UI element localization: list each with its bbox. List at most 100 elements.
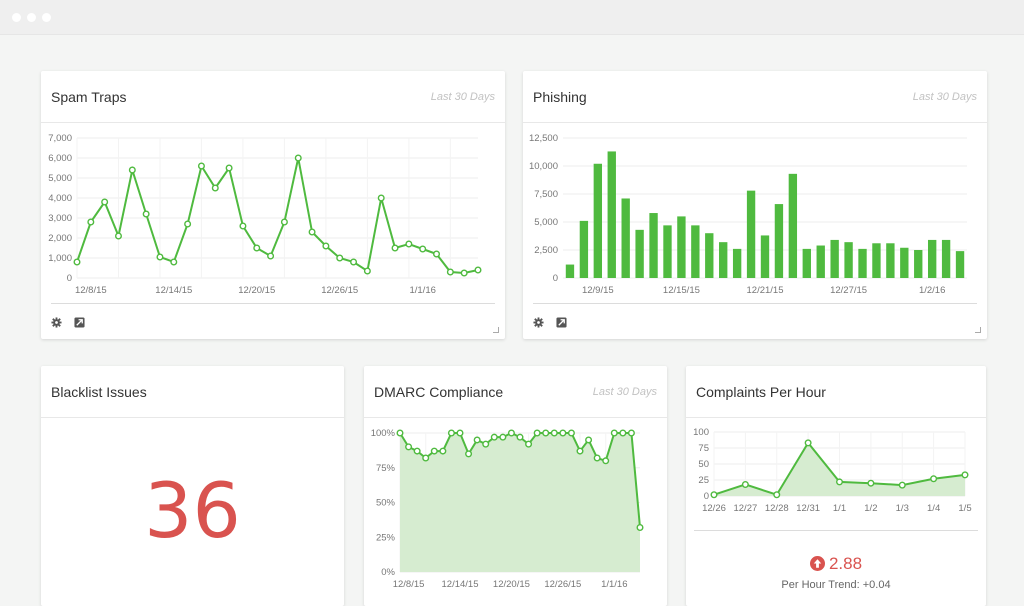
bar [858, 248, 867, 278]
data-point [473, 436, 481, 444]
bar [914, 250, 923, 278]
data-point [474, 266, 482, 274]
y-tick-label: 5,000 [534, 217, 558, 228]
data-point [516, 433, 524, 441]
gear-icon[interactable] [533, 317, 544, 328]
data-point [363, 267, 371, 275]
x-tick-label: 12/21/15 [747, 285, 784, 296]
data-point [602, 457, 610, 465]
data-point [773, 491, 781, 499]
data-point [710, 491, 718, 499]
y-tick-label: 0 [67, 273, 72, 284]
x-tick-label: 12/26 [702, 503, 726, 514]
data-point [619, 429, 627, 437]
close-window-button[interactable] [12, 13, 21, 22]
data-point [961, 471, 969, 479]
arrow-up-circle-icon [809, 556, 825, 571]
data-point [930, 475, 938, 483]
data-point [405, 443, 413, 451]
footer-divider [51, 303, 495, 304]
x-tick-label: 1/2/16 [919, 285, 945, 296]
panel-divider [686, 417, 986, 418]
bar [816, 245, 825, 278]
y-tick-label: 100 [693, 427, 709, 438]
date-range-label: Last 30 Days [592, 386, 657, 398]
data-point [419, 245, 427, 253]
data-point [377, 194, 385, 202]
data-point [87, 218, 95, 226]
bar [830, 239, 839, 278]
date-range-label: Last 30 Days [912, 91, 977, 103]
bar [746, 190, 756, 278]
data-point [585, 436, 593, 444]
data-point [294, 154, 302, 162]
y-tick-label: 4,000 [48, 193, 72, 204]
maximize-window-button[interactable] [42, 13, 51, 22]
data-point [576, 447, 584, 455]
dmarc-compliance-chart: 100% 75% 50% 25% 0%12/8/15 12/14/15 12/20/15 12… [371, 428, 644, 590]
y-tick-label: 3,000 [48, 213, 72, 224]
data-point [267, 252, 275, 260]
bar [607, 151, 616, 278]
panel-divider [364, 417, 667, 418]
data-point [610, 429, 618, 437]
resize-handle-icon[interactable] [493, 327, 499, 333]
bar [732, 248, 742, 278]
panel-title: Spam Traps [51, 89, 127, 105]
data-point [447, 429, 455, 437]
bar [579, 220, 589, 278]
y-tick-label: 25 [698, 475, 709, 486]
data-point [336, 254, 344, 262]
bar [649, 213, 658, 278]
data-point [499, 433, 507, 441]
complaints-per-hour-value: 2.88 [686, 554, 986, 574]
bar [719, 242, 728, 278]
data-point [322, 242, 330, 250]
y-tick-label: 100% [371, 428, 396, 439]
bar [886, 243, 895, 278]
y-tick-label: 75 [698, 443, 709, 454]
data-point [156, 253, 164, 261]
export-icon[interactable] [74, 317, 85, 328]
spam-traps-chart: 7,000 6,000 5,000 4,000 3,000 2,000 1,000 012/8… [48, 133, 482, 296]
data-point [308, 228, 316, 236]
bar [621, 198, 630, 278]
spam-traps-panel: Spam Traps Last 30 Days 7,000 6,000 5,000 4… [41, 71, 505, 339]
x-tick-label: 12/9/15 [582, 285, 614, 296]
bar [565, 264, 575, 278]
x-tick-label: 1/3 [896, 503, 909, 514]
data-point [898, 481, 906, 489]
x-tick-label: 1/1/16 [601, 579, 627, 590]
y-tick-label: 12,500 [529, 133, 558, 144]
x-tick-label: 12/8/15 [75, 285, 107, 296]
data-point [239, 222, 247, 230]
x-tick-label: 12/26/15 [544, 579, 581, 590]
bar [677, 216, 686, 278]
bar [900, 247, 909, 278]
panel-divider [41, 417, 344, 418]
data-point [280, 218, 288, 226]
complaints-per-hour-panel: Complaints Per Hour 100 75 50 25 0 12/26 12/27… [686, 366, 986, 606]
y-tick-label: 7,000 [48, 133, 72, 144]
x-tick-label: 1/1/16 [409, 285, 435, 296]
gear-icon[interactable] [51, 317, 62, 328]
panel-divider [41, 122, 505, 123]
x-tick-label: 1/4 [927, 503, 940, 514]
data-point [184, 220, 192, 228]
data-point [636, 524, 644, 532]
x-tick-label: 1/1 [833, 503, 846, 514]
bar [774, 204, 784, 278]
data-point [433, 250, 441, 258]
minimize-window-button[interactable] [27, 13, 36, 22]
y-tick-label: 0 [704, 491, 709, 502]
export-icon[interactable] [556, 317, 567, 328]
resize-handle-icon[interactable] [975, 327, 981, 333]
data-point [741, 480, 749, 488]
bar [705, 233, 714, 278]
y-tick-label: 0 [553, 273, 558, 284]
x-tick-label: 1/5 [958, 503, 971, 514]
data-point [567, 429, 575, 437]
per-hour-trend-label: Per Hour Trend: +0.04 [781, 579, 891, 591]
bar [788, 173, 798, 278]
blacklist-issues-count: 36 [144, 466, 241, 555]
